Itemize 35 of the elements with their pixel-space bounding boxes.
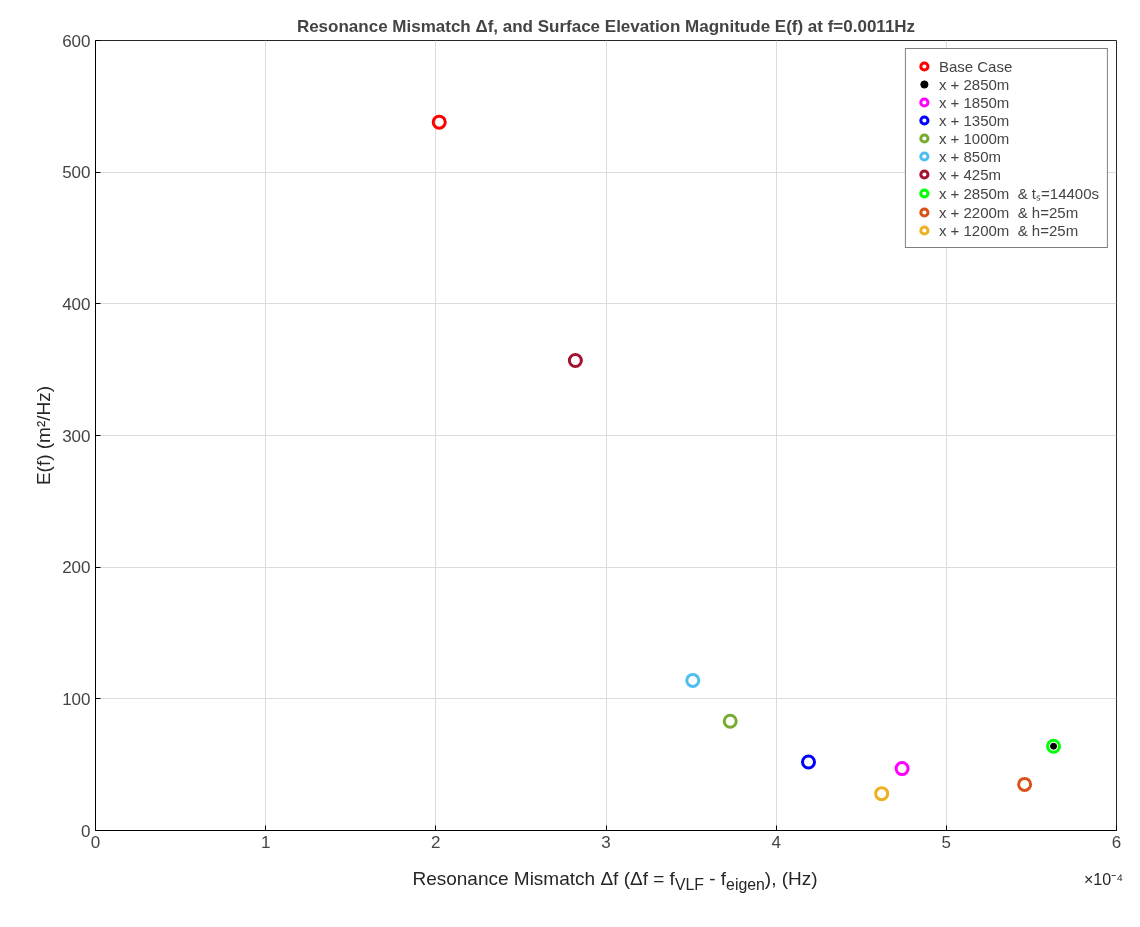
legend-label: x + 1850m	[938, 93, 1010, 111]
legend-label: x + 850m	[938, 147, 1002, 165]
legend-label: x + 1200m & h=25m	[938, 221, 1079, 239]
legend-label: x + 2200m & h=25m	[938, 203, 1079, 221]
point	[1017, 776, 1033, 792]
legend-label: x + 425m	[938, 165, 1002, 183]
x-tick-label: 4	[771, 832, 781, 852]
legend-label: x + 2850m & tₛ=14400s	[938, 184, 1099, 203]
x-tick-label: 3	[601, 832, 611, 852]
y-tick-label: 300	[62, 426, 91, 446]
x-tick-label: 2	[431, 832, 441, 852]
legend-label: x + 1350m	[938, 111, 1010, 129]
chart-title: Resonance Mismatch Δf, and Surface Elevation Magnitude E(f) at f=0.0011Hz	[296, 16, 916, 36]
legend-label: Base Case	[938, 57, 1013, 75]
x-tick-label: 6	[1111, 832, 1122, 852]
point	[567, 352, 583, 368]
point	[722, 713, 738, 729]
point	[1046, 738, 1062, 754]
y-tick-label: 600	[62, 31, 91, 51]
point	[685, 672, 701, 688]
point	[801, 754, 816, 770]
x-tick-label: 5	[941, 832, 952, 852]
text: ×10⁻⁴	[1083, 870, 1123, 890]
y-axis-title: E(f) (m²/Hz)	[33, 385, 55, 486]
legend-label: x + 2850m	[938, 75, 1010, 93]
x-tick-label: 1	[260, 832, 271, 852]
point	[874, 786, 890, 802]
y-tick-label: 200	[62, 558, 91, 578]
point	[431, 114, 447, 130]
y-tick-label: 400	[62, 294, 91, 314]
y-tick-label: 500	[62, 163, 91, 183]
y-tick-label: 100	[62, 689, 91, 709]
point	[894, 761, 910, 777]
legend-label: x + 1000m	[938, 129, 1010, 147]
x-axis-title: Resonance Mismatch Δf (Δf = f$_{VLF}$ - f$_{eigen}$), (Hz)	[412, 868, 818, 893]
